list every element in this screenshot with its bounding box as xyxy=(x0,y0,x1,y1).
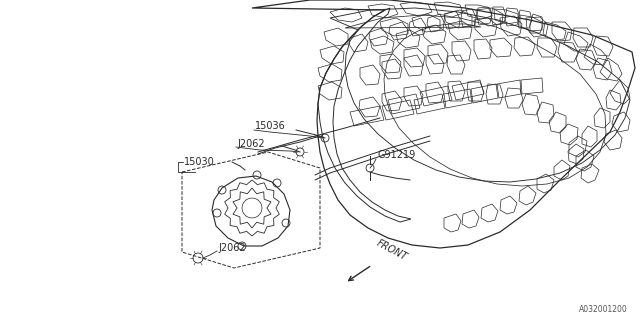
Text: FRONT: FRONT xyxy=(375,237,409,262)
Text: 15030: 15030 xyxy=(184,157,215,167)
Text: J2062: J2062 xyxy=(237,139,264,149)
Text: G91219: G91219 xyxy=(377,150,415,160)
Text: J2062: J2062 xyxy=(218,243,246,253)
Text: 15036: 15036 xyxy=(255,121,285,131)
Text: A032001200: A032001200 xyxy=(579,305,628,314)
